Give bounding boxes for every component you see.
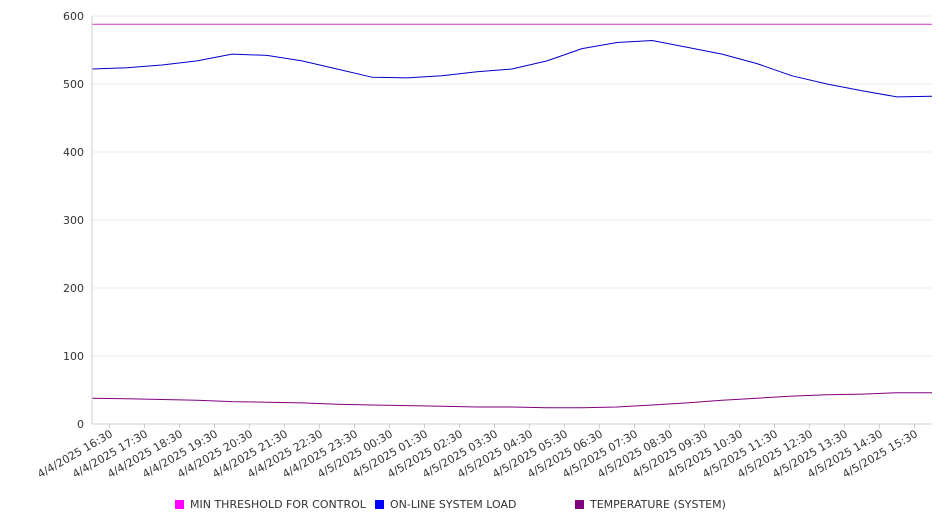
y-axis-ticks: 0 100 200 300 400 500 600 — [63, 10, 84, 431]
y-tick-label: 100 — [63, 350, 84, 363]
y-tick-label: 300 — [63, 214, 84, 227]
series-line-2 — [91, 392, 932, 409]
x-axis-ticks: 4/4/2025 16:304/4/2025 17:304/4/2025 18:… — [35, 424, 920, 481]
y-tick-label: 200 — [63, 282, 84, 295]
y-tick-label: 0 — [77, 418, 84, 431]
legend-swatch-temperature — [575, 500, 584, 509]
legend-label-temperature: TEMPERATURE (SYSTEM) — [590, 498, 726, 511]
y-tick-label: 400 — [63, 146, 84, 159]
legend: MIN THRESHOLD FOR CONTROL ON-LINE SYSTEM… — [0, 498, 946, 514]
series-lines — [91, 23, 933, 409]
series-line-1 — [91, 40, 933, 98]
legend-item-system-load[interactable]: ON-LINE SYSTEM LOAD — [375, 498, 516, 511]
legend-swatch-system-load — [375, 500, 384, 509]
legend-item-threshold[interactable]: MIN THRESHOLD FOR CONTROL — [175, 498, 366, 511]
legend-swatch-threshold — [175, 500, 184, 509]
y-tick-label: 500 — [63, 78, 84, 91]
legend-label-threshold: MIN THRESHOLD FOR CONTROL — [190, 498, 366, 511]
legend-item-temperature[interactable]: TEMPERATURE (SYSTEM) — [575, 498, 726, 511]
legend-label-system-load: ON-LINE SYSTEM LOAD — [390, 498, 517, 511]
gridlines — [92, 15, 932, 425]
y-tick-label: 600 — [63, 10, 84, 23]
